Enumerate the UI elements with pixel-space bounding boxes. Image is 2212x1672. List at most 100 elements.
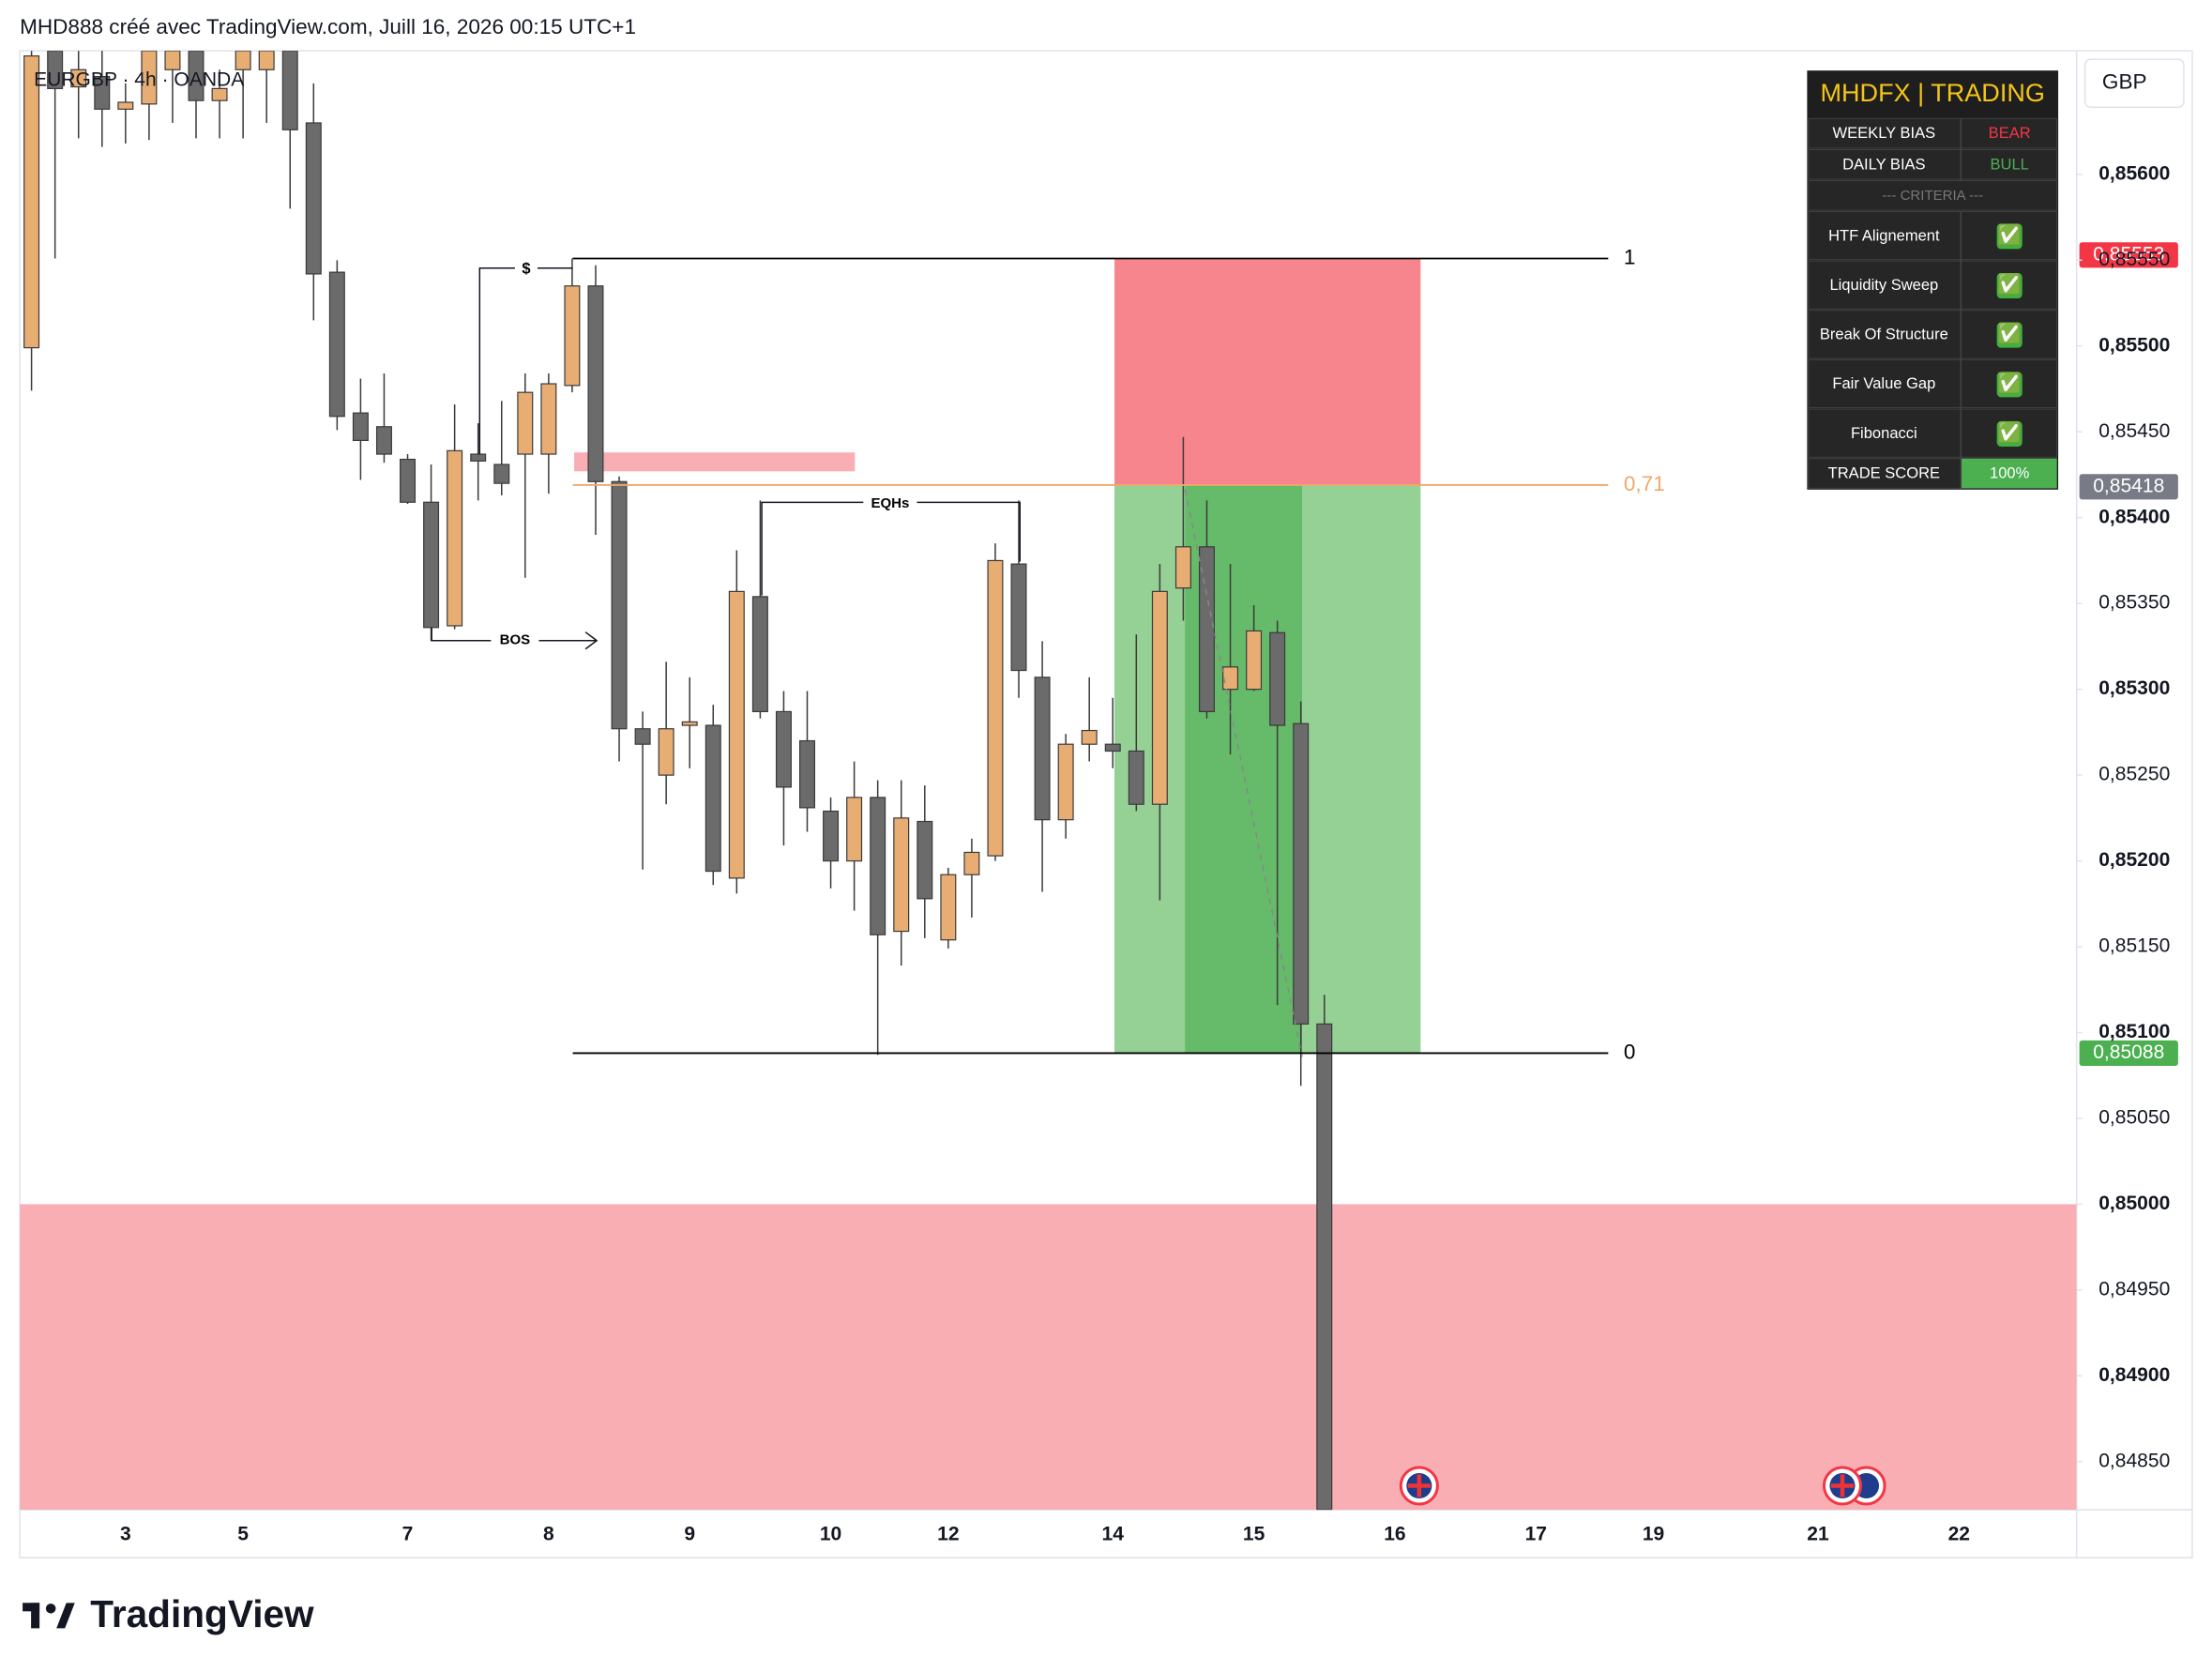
- candle-body: [823, 810, 840, 862]
- candle-body: [1151, 590, 1168, 805]
- table-title: MHDFX | TRADING: [1821, 79, 2045, 107]
- candle-body: [1198, 546, 1215, 713]
- x-tick-label: 12: [937, 1524, 959, 1545]
- y-tick-label: 0,85550: [2098, 249, 2170, 270]
- x-tick-label: 19: [1643, 1524, 1664, 1545]
- table-cell: ✅: [1997, 322, 2022, 345]
- candle-body: [164, 51, 181, 70]
- candle-body: [493, 464, 510, 484]
- x-tick-label: 8: [543, 1524, 554, 1545]
- x-tick-label: 15: [1243, 1524, 1265, 1545]
- candle-body: [258, 51, 275, 70]
- candle-body: [987, 559, 1004, 857]
- x-tick-label: 14: [1102, 1524, 1125, 1545]
- candle-body: [94, 75, 111, 110]
- zone: [574, 452, 856, 472]
- y-tick-label: 0,85600: [2098, 162, 2170, 184]
- candle-body: [1316, 1023, 1333, 1511]
- symbol: EURGBP · 4h · OANDA: [34, 68, 244, 90]
- table-cell: Fibonacci: [1851, 424, 1917, 442]
- annotation: $: [522, 260, 530, 278]
- candle-body: [23, 55, 40, 349]
- table-cell: --- CRITERIA ---: [1882, 188, 1983, 204]
- candle-body: [470, 453, 487, 462]
- annotation: BOS: [500, 632, 531, 648]
- table-cell: Liquidity Sweep: [1829, 276, 1938, 294]
- annotation-line: [431, 628, 492, 642]
- candle-body: [564, 285, 581, 387]
- check-bg: [1996, 420, 2023, 447]
- candle-body: [1081, 729, 1098, 745]
- currency[interactable]: GBP: [2102, 70, 2147, 94]
- price-badge: [2079, 1040, 2178, 1066]
- candle-body: [1104, 743, 1121, 752]
- candle-body: [47, 51, 64, 89]
- candle-body: [1269, 631, 1286, 726]
- annotation: EQHs: [871, 495, 909, 511]
- x-tick-label: 22: [1948, 1524, 1970, 1545]
- table-row: [1808, 117, 2058, 149]
- candle-body: [775, 710, 792, 788]
- candle-body: [1246, 630, 1263, 691]
- annotation-line: [584, 631, 598, 650]
- x-tick-label: 16: [1384, 1524, 1405, 1545]
- y-tick-label: 0,85350: [2098, 592, 2170, 614]
- candle-body: [305, 122, 322, 275]
- candle-body: [400, 458, 417, 503]
- table-cell: HTF Alignement: [1828, 226, 1940, 244]
- table-cell: DAILY BIAS: [1842, 155, 1926, 173]
- currency-button[interactable]: [2083, 58, 2185, 109]
- x-tick-label: 10: [820, 1524, 841, 1545]
- price-badge: [2079, 242, 2178, 268]
- candle-body: [940, 874, 957, 941]
- zone: [20, 1204, 2077, 1511]
- price-badge: [2079, 474, 2178, 500]
- candle-body: [1010, 563, 1027, 672]
- candle-body: [1057, 743, 1074, 821]
- y-tick-label: 0,85200: [2098, 849, 2170, 871]
- table-cell: Fair Value Gap: [1832, 374, 1935, 392]
- y-tick-label: 0,85300: [2098, 677, 2170, 699]
- check-bg: [1996, 322, 2023, 348]
- y-tick-label: 0,85250: [2098, 764, 2170, 785]
- candle-body: [799, 739, 816, 809]
- table-row: [1808, 180, 2058, 211]
- price-label: 0,85418: [2093, 475, 2164, 496]
- event-flags: [1399, 1466, 1886, 1506]
- score-cell: [1961, 458, 2057, 489]
- brand: TradingView: [90, 1592, 314, 1635]
- x-tick-label: 17: [1525, 1524, 1547, 1545]
- candle-body: [423, 501, 440, 629]
- fib-label: 0: [1624, 1040, 1636, 1063]
- candle-body: [870, 797, 886, 935]
- y-tick-label: 0,85050: [2098, 1107, 2170, 1129]
- candle-body: [634, 728, 651, 745]
- candle-body: [188, 51, 205, 101]
- candle-body: [117, 101, 134, 110]
- candle-body: [587, 285, 604, 482]
- frame: [19, 50, 2193, 1558]
- table-cell: Break Of Structure: [1820, 326, 1948, 343]
- table-row: [1808, 148, 2058, 180]
- table-cell: BULL: [1991, 155, 2029, 173]
- candle-body: [846, 797, 863, 862]
- x-tick-label: 21: [1807, 1524, 1829, 1545]
- candle-body: [375, 426, 392, 455]
- candle-body: [611, 480, 628, 730]
- candle-body: [963, 851, 980, 875]
- fib-label: 1: [1624, 245, 1636, 268]
- check-bg: [1996, 223, 2023, 250]
- y-tick-label: 0,84950: [2098, 1278, 2170, 1300]
- annotation-line: [761, 501, 864, 596]
- table-cell: BEAR: [1989, 124, 2031, 142]
- price-label: 0,85088: [2093, 1041, 2164, 1063]
- candle-body: [751, 596, 768, 713]
- y-tick-label: 0,85450: [2098, 420, 2170, 442]
- candle-body: [1034, 676, 1051, 821]
- y-tick-label: 0,85100: [2098, 1021, 2170, 1042]
- candle-body: [70, 68, 87, 88]
- zone: [1114, 258, 1421, 485]
- candle-body: [1293, 722, 1310, 1025]
- table-cell: TRADE SCORE: [1828, 464, 1940, 482]
